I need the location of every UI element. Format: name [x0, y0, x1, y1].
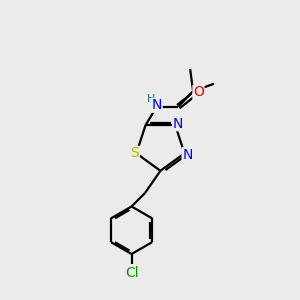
Text: N: N — [182, 148, 193, 162]
Text: Cl: Cl — [125, 266, 138, 280]
Text: H: H — [147, 94, 156, 104]
Text: N: N — [172, 117, 183, 130]
Text: S: S — [130, 146, 139, 160]
Text: N: N — [152, 98, 162, 112]
Text: O: O — [193, 85, 204, 99]
